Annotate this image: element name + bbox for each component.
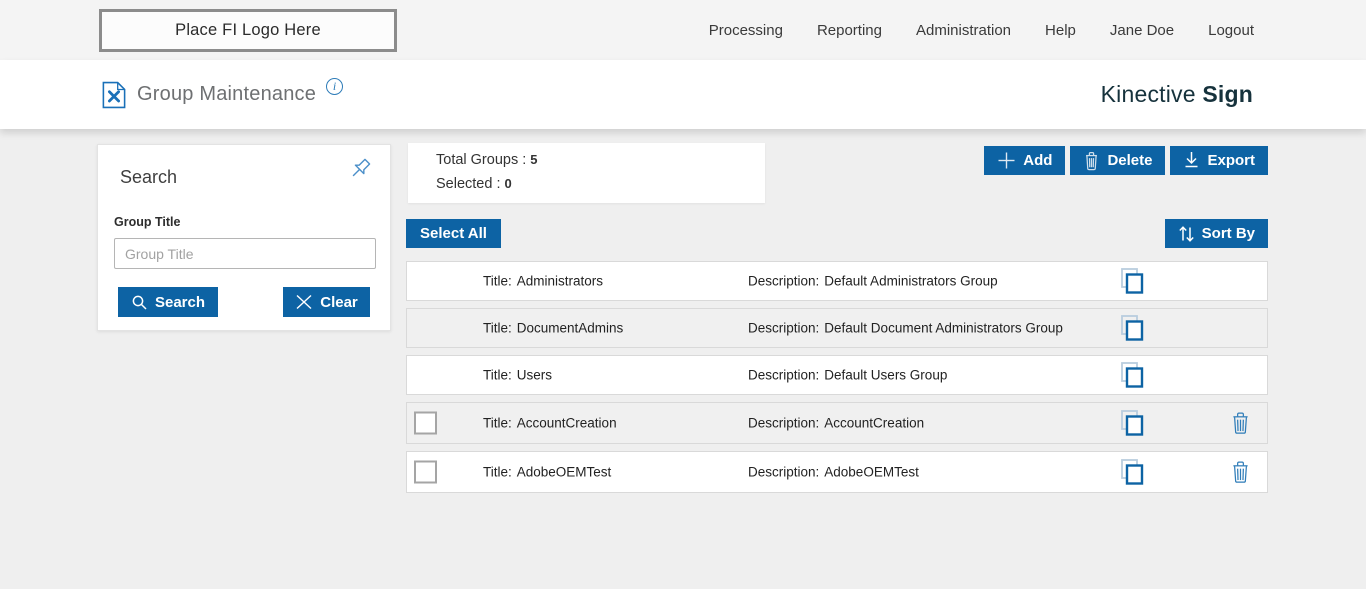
- copy-icon[interactable]: [1119, 315, 1145, 342]
- row-description-value: Default Document Administrators Group: [824, 320, 1063, 336]
- info-icon[interactable]: i: [326, 78, 344, 95]
- sort-by-label: Sort By: [1201, 225, 1255, 242]
- page-title: Group Maintenance: [137, 83, 317, 105]
- summary-card: Total Groups : 5 Selected : 0: [408, 143, 765, 203]
- row-checkbox[interactable]: [414, 411, 437, 435]
- nav-item-reporting[interactable]: Reporting: [816, 21, 882, 39]
- search-button[interactable]: Search: [118, 287, 218, 317]
- copy-icon[interactable]: [1119, 410, 1145, 437]
- nav-item-user[interactable]: Jane Doe: [1109, 21, 1175, 39]
- row-title-value: DocumentAdmins: [516, 320, 624, 336]
- row-description-value: AccountCreation: [824, 415, 925, 431]
- selected-count: Selected : 0: [436, 176, 512, 192]
- selected-count-label: Selected :: [436, 176, 505, 192]
- pushpin-icon[interactable]: [347, 156, 373, 182]
- row-description-value: AdobeOEMTest: [824, 464, 919, 480]
- row-description: Description: Default Administrators Group: [748, 274, 998, 289]
- row-title: Title: AccountCreation: [483, 416, 617, 431]
- content-area: Search Group Title Search Clear: [0, 129, 1366, 589]
- row-description: Description: AdobeOEMTest: [748, 465, 919, 480]
- document-with-tools-icon: [102, 81, 126, 108]
- row-title-label: Title:: [483, 464, 512, 480]
- delete-button[interactable]: Delete: [1070, 146, 1166, 175]
- total-groups: Total Groups : 5: [436, 152, 538, 168]
- clear-button[interactable]: Clear: [283, 287, 370, 317]
- export-button-label: Export: [1207, 152, 1255, 169]
- brand-regular: Kinective: [1100, 81, 1196, 107]
- brand-logo: Kinective Sign: [1101, 81, 1253, 108]
- total-groups-label: Total Groups :: [436, 152, 531, 168]
- total-groups-value: 5: [530, 152, 538, 167]
- row-description-label: Description:: [748, 464, 820, 480]
- top-bar: Place FI Logo Here Processing Reporting …: [0, 0, 1366, 60]
- download-icon: [1185, 152, 1198, 168]
- row-description-label: Description:: [748, 415, 820, 431]
- group-list: Title: Administrators Description: Default…: [406, 261, 1268, 500]
- row-description-value: Default Users Group: [824, 367, 948, 383]
- fi-logo-placeholder: Place FI Logo Here: [99, 8, 397, 52]
- row-description: Description: AccountCreation: [748, 416, 924, 431]
- sort-by-button[interactable]: Sort By: [1164, 219, 1268, 248]
- group-title-label: Group Title: [114, 215, 181, 229]
- row-title: Title: Administrators: [483, 274, 603, 289]
- group-row: Title: AccountCreation Description: Accoun…: [406, 402, 1268, 444]
- row-description-label: Description:: [748, 273, 820, 289]
- nav-item-logout[interactable]: Logout: [1208, 21, 1254, 39]
- row-title-label: Title:: [483, 367, 512, 383]
- group-row: Title: AdobeOEMTest Description: AdobeOEMT…: [406, 451, 1268, 493]
- row-description: Description: Default Document Administrat…: [748, 321, 1063, 336]
- search-panel-title: Search: [120, 167, 178, 187]
- group-row: Title: Administrators Description: Default…: [406, 261, 1268, 301]
- action-buttons: Add Delete Export: [984, 146, 1268, 175]
- row-description-label: Description:: [748, 367, 820, 383]
- add-button[interactable]: Add: [984, 146, 1066, 175]
- row-title-label: Title:: [483, 273, 512, 289]
- delete-button-label: Delete: [1107, 152, 1153, 169]
- nav-item-administration[interactable]: Administration: [915, 21, 1012, 39]
- select-all-label: Select All: [420, 225, 487, 242]
- group-row: Title: Users Description: Default Users Gr…: [406, 355, 1268, 395]
- group-title-input[interactable]: [114, 238, 376, 269]
- add-button-label: Add: [1023, 152, 1053, 169]
- row-title-label: Title:: [483, 415, 512, 431]
- trash-icon[interactable]: [1231, 412, 1250, 435]
- row-description-value: Default Administrators Group: [824, 273, 998, 289]
- selected-count-value: 0: [504, 176, 512, 191]
- up-down-arrows-icon: [1178, 225, 1194, 242]
- export-button[interactable]: Export: [1170, 146, 1268, 175]
- info-glyph: i: [332, 79, 337, 93]
- clear-button-label: Clear: [320, 293, 358, 311]
- nav-item-processing[interactable]: Processing: [708, 21, 783, 39]
- top-nav: Processing Reporting Administration Help…: [709, 22, 1254, 39]
- fi-logo-text: Place FI Logo Here: [175, 20, 321, 39]
- x-icon: [296, 294, 312, 310]
- brand-bold: Sign: [1202, 81, 1253, 107]
- plus-icon: [998, 152, 1015, 169]
- magnifier-icon: [132, 295, 147, 310]
- copy-icon[interactable]: [1119, 459, 1145, 486]
- search-button-label: Search: [154, 293, 206, 311]
- copy-icon[interactable]: [1119, 362, 1145, 389]
- row-description: Description: Default Users Group: [748, 368, 947, 383]
- row-title-value: Administrators: [516, 273, 604, 289]
- row-title: Title: DocumentAdmins: [483, 321, 623, 336]
- row-title-label: Title:: [483, 320, 512, 336]
- nav-item-help[interactable]: Help: [1045, 21, 1076, 39]
- copy-icon[interactable]: [1119, 268, 1145, 295]
- row-title-value: AdobeOEMTest: [516, 464, 612, 480]
- trash-icon[interactable]: [1231, 461, 1250, 484]
- row-title-value: Users: [516, 367, 553, 383]
- row-title: Title: AdobeOEMTest: [483, 465, 611, 480]
- group-row: Title: DocumentAdmins Description: Default…: [406, 308, 1268, 348]
- row-title-value: AccountCreation: [516, 415, 617, 431]
- row-checkbox[interactable]: [414, 460, 437, 484]
- select-all-button[interactable]: Select All: [406, 219, 501, 248]
- search-panel: Search Group Title Search Clear: [97, 144, 391, 331]
- row-title: Title: Users: [483, 368, 552, 383]
- row-description-label: Description:: [748, 320, 820, 336]
- page-header: Group Maintenance i Kinective Sign: [0, 60, 1366, 129]
- trash-icon: [1086, 151, 1098, 170]
